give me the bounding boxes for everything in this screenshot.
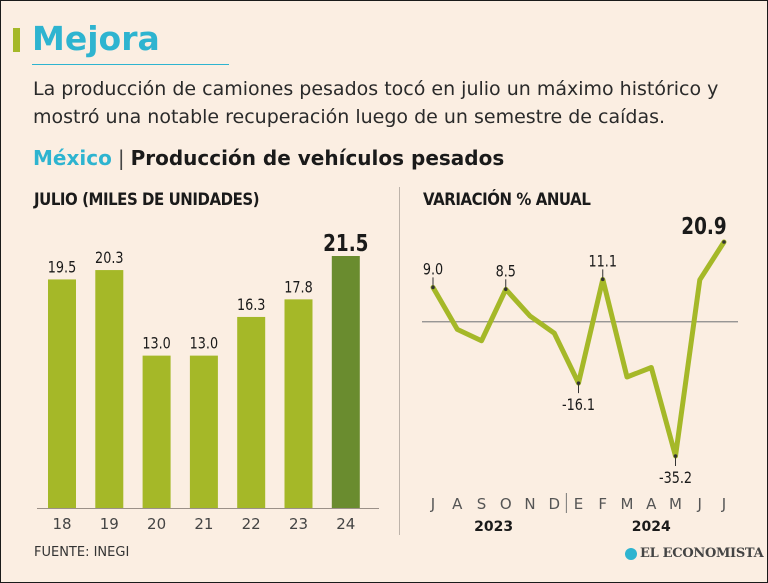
bar-20 — [142, 355, 171, 508]
bar-value-label: 17.8 — [284, 279, 312, 297]
year-label: 2023 — [474, 519, 513, 535]
bar-value-label: 13.0 — [142, 335, 170, 353]
month-tick-label: J — [430, 495, 435, 513]
bar-value-label: 13.0 — [190, 335, 218, 353]
bar-value-label: 19.5 — [48, 259, 76, 277]
x-tick-label: 19 — [100, 515, 119, 533]
bar-23 — [284, 299, 313, 508]
bar-19 — [95, 270, 124, 508]
point-value-label: 20.9 — [681, 213, 726, 240]
subhead-separator: | — [117, 146, 125, 170]
month-tick-label: N — [524, 495, 535, 513]
x-tick-label: 20 — [147, 515, 166, 533]
point-value-label: 11.1 — [589, 253, 617, 271]
bar-21 — [189, 355, 218, 508]
chart-subhead: México | Producción de vehículos pesados — [33, 144, 504, 172]
subhead-topic: Producción de vehículos pesados — [130, 146, 505, 170]
month-tick-label: A — [452, 495, 463, 513]
source-note: FUENTE: INEGI — [34, 545, 130, 560]
globe-icon — [625, 547, 637, 560]
headline-accent-bar — [13, 28, 20, 52]
headline-underline — [32, 64, 229, 65]
point-value-label: -16.1 — [562, 397, 595, 415]
month-tick-label: M — [669, 495, 682, 513]
month-tick-label: S — [477, 495, 487, 513]
point-value-label: 8.5 — [496, 263, 516, 281]
x-tick-label: 18 — [52, 515, 71, 533]
year-label: 2024 — [632, 519, 671, 535]
month-tick-label: E — [574, 495, 583, 513]
bar-chart: 19.5 18 20.3 19 13.0 20 13.0 21 16.3 22 17.8 23 21.5… — [37, 230, 379, 533]
bar-chart-title: JULIO (MILES DE UNIDADES) — [34, 190, 260, 210]
brand-logo: EL ECONOMISTA — [625, 543, 764, 563]
point-value-label: -35.2 — [659, 470, 692, 488]
data-point-marker — [431, 285, 435, 290]
lede-text: La producción de camiones pesados tocó e… — [33, 78, 719, 128]
bar-value-label: 20.3 — [95, 250, 123, 268]
line-chart: 9.0 8.5-16.111.1-35.220.9J A S O N D E F M A M J J202… — [422, 213, 738, 535]
panel-divider — [399, 187, 400, 535]
point-value-label: 9.0 — [423, 261, 443, 279]
x-tick-label: 22 — [242, 515, 261, 533]
brand-name: EL ECONOMISTA — [640, 546, 764, 561]
month-tick-label: O — [500, 495, 512, 513]
series-line — [430, 239, 727, 459]
month-tick-label: A — [646, 495, 657, 513]
month-tick-label: D — [548, 495, 560, 513]
subhead-country: México — [33, 146, 112, 170]
bar-22 — [237, 316, 266, 508]
line-chart-title: VARIACIÓN % ANUAL — [423, 190, 591, 210]
month-tick-label: M — [621, 495, 634, 513]
data-point-marker — [503, 287, 508, 292]
data-point-marker — [722, 240, 726, 244]
bar-18 — [48, 279, 76, 508]
month-tick-label: F — [598, 495, 607, 513]
x-tick-label: 23 — [289, 515, 308, 533]
headline: Mejora — [32, 19, 160, 58]
month-tick-label: J — [697, 495, 702, 513]
bar-value-label: 21.5 — [323, 230, 368, 257]
month-tick-label: J — [721, 495, 726, 513]
x-tick-label: 24 — [336, 515, 355, 533]
bar-24 — [331, 256, 360, 508]
bar-value-label: 16.3 — [237, 297, 265, 315]
x-tick-label: 21 — [194, 515, 213, 533]
